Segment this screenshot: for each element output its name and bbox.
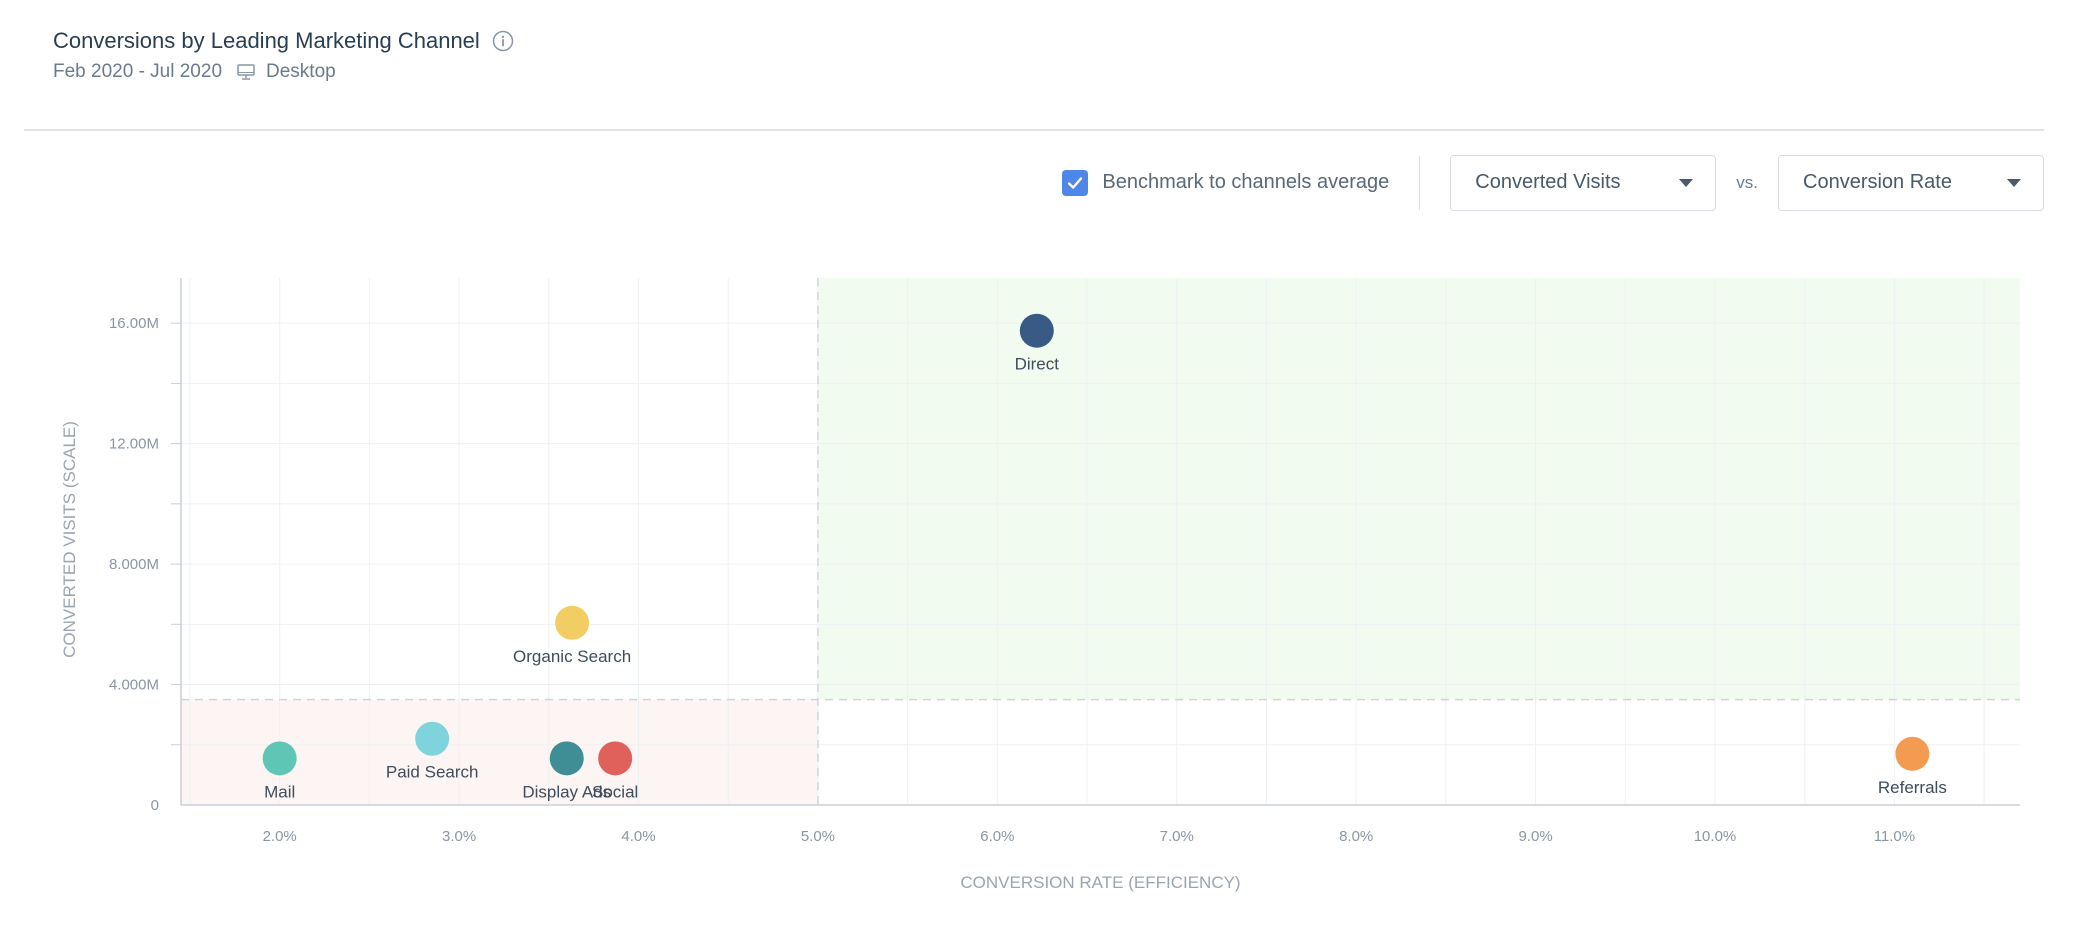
x-tick-label: 6.0% bbox=[980, 828, 1014, 845]
x-tick-label: 10.0% bbox=[1694, 828, 1737, 845]
data-point[interactable] bbox=[555, 605, 590, 640]
data-point-label: Direct bbox=[1015, 355, 1060, 374]
data-point-label: Organic Search bbox=[513, 647, 631, 666]
data-point[interactable] bbox=[262, 741, 297, 776]
y-metric-value: Converted Visits bbox=[1475, 171, 1621, 193]
controls-separator bbox=[1419, 155, 1421, 210]
checkmark-icon bbox=[1068, 176, 1083, 189]
y-tick-label: 8.000M bbox=[109, 556, 159, 573]
chart-title: Conversions by Leading Marketing Channel bbox=[53, 28, 480, 53]
x-tick-label: 2.0% bbox=[263, 828, 297, 845]
y-tick-label: 4.000M bbox=[109, 677, 159, 694]
benchmark-checkbox[interactable] bbox=[1062, 169, 1089, 196]
data-point[interactable] bbox=[598, 741, 633, 776]
benchmark-toggle[interactable]: Benchmark to channels average bbox=[1062, 169, 1390, 196]
caret-down-icon bbox=[1679, 178, 1694, 187]
x-metric-dropdown[interactable]: Conversion Rate bbox=[1778, 154, 2044, 211]
y-tick-label: 0 bbox=[151, 797, 159, 814]
data-point-label: Display Ads bbox=[522, 782, 611, 801]
x-tick-label: 4.0% bbox=[621, 828, 655, 845]
desktop-icon bbox=[237, 64, 255, 80]
data-point[interactable] bbox=[1895, 736, 1930, 771]
x-tick-label: 8.0% bbox=[1339, 828, 1373, 845]
caret-down-icon bbox=[2007, 178, 2021, 187]
x-metric-value: Conversion Rate bbox=[1803, 171, 1952, 193]
data-point-label: Social bbox=[592, 782, 638, 801]
y-tick-label: 16.00M bbox=[109, 315, 159, 332]
data-point[interactable] bbox=[1019, 313, 1054, 348]
x-tick-label: 9.0% bbox=[1518, 828, 1552, 845]
x-tick-label: 11.0% bbox=[1874, 828, 1915, 845]
vs-label: vs. bbox=[1736, 172, 1758, 192]
benchmark-label: Benchmark to channels average bbox=[1102, 171, 1390, 193]
data-point[interactable] bbox=[549, 741, 584, 776]
date-range: Feb 2020 - Jul 2020 bbox=[53, 61, 223, 82]
y-axis-label: CONVERTED VISITS (SCALE) bbox=[60, 421, 79, 658]
x-tick-label: 7.0% bbox=[1160, 828, 1194, 845]
chart-header: Conversions by Leading Marketing Channel… bbox=[53, 28, 514, 83]
y-metric-dropdown[interactable]: Converted Visits bbox=[1450, 154, 1717, 211]
header-divider bbox=[24, 129, 2044, 131]
data-point-label: Mail bbox=[264, 782, 295, 801]
data-point-label: Paid Search bbox=[386, 763, 479, 782]
x-tick-label: 3.0% bbox=[442, 828, 476, 845]
device-label: Desktop bbox=[266, 61, 336, 82]
data-point-label: Referrals bbox=[1878, 778, 1947, 797]
top-right-quadrant bbox=[817, 278, 2021, 700]
x-tick-label: 5.0% bbox=[801, 828, 835, 845]
y-tick-label: 12.00M bbox=[109, 436, 159, 453]
chart-controls: Benchmark to channels average Converted … bbox=[1062, 154, 2044, 211]
info-icon[interactable] bbox=[492, 30, 514, 52]
x-axis-label: CONVERSION RATE (EFFICIENCY) bbox=[960, 873, 1240, 892]
data-point[interactable] bbox=[415, 721, 450, 756]
